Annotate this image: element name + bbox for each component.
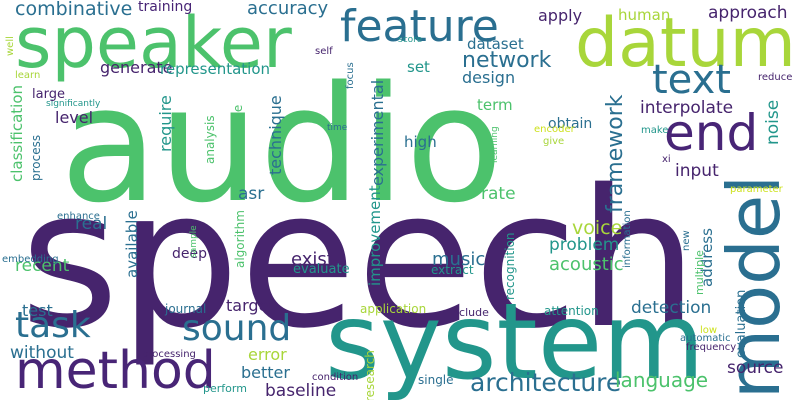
cloud-word-generate: generate (100, 58, 173, 77)
cloud-word-end: end (664, 104, 759, 162)
cloud-word-self: self (315, 46, 333, 57)
cloud-word-representation: representation (160, 60, 271, 78)
cloud-word-include: include (449, 306, 489, 319)
cloud-word-language: language (615, 368, 709, 392)
cloud-word-extract: extract (431, 263, 474, 277)
cloud-word-require: require (156, 95, 175, 152)
cloud-word-level: level (55, 108, 94, 127)
cloud-word-attention: attention (544, 304, 599, 318)
cloud-word-reduce: reduce (758, 72, 793, 83)
cloud-word-rate: rate (481, 184, 516, 204)
cloud-word-system: system (325, 281, 705, 400)
cloud-word-challenge: challenge (231, 104, 245, 163)
cloud-word-voice: voice (572, 217, 623, 239)
cloud-word-dataset: dataset (467, 35, 524, 53)
cloud-word-audio: audio (60, 51, 504, 238)
cloud-word-input: input (675, 161, 719, 181)
cloud-word-noise: noise (763, 99, 783, 145)
cloud-word-low: low (700, 325, 718, 336)
cloud-word-perform: perform (203, 382, 247, 395)
cloud-word-automatic: automatic (680, 333, 731, 344)
cloud-word-multiple: multiple (693, 250, 706, 295)
cloud-word-sample: sample (189, 225, 199, 258)
cloud-word-human: human (618, 6, 671, 24)
cloud-word-make: make (641, 125, 669, 136)
cloud-word-xi: xi (662, 154, 671, 165)
cloud-word-classification: classification (8, 84, 26, 182)
cloud-word-recognition: recognition (503, 232, 517, 300)
cloud-word-problem: problem (549, 235, 620, 255)
cloud-word-process: process (29, 134, 43, 181)
cloud-word-evaluation: evaluation (734, 289, 749, 358)
cloud-word-experimental: experimental (368, 79, 387, 186)
cloud-word-sound: sound (182, 308, 292, 349)
cloud-word-focus: focus (345, 62, 356, 89)
cloud-word-approach: approach (708, 3, 788, 23)
cloud-word-learn: learn (15, 70, 41, 81)
cloud-word-speech: speech (20, 149, 699, 370)
cloud-word-better: better (241, 363, 290, 382)
cloud-word-technique: technique (266, 95, 285, 175)
cloud-word-test: test (22, 301, 53, 320)
cloud-word-obtain: obtain (548, 116, 593, 132)
cloud-word-time: time (327, 123, 348, 133)
cloud-word-score: score (398, 35, 423, 45)
cloud-word-baseline: baseline (265, 381, 337, 400)
cloud-word-task: task (15, 305, 91, 346)
cloud-word-recent: recent (15, 256, 70, 276)
cloud-word-asr: asr (238, 184, 265, 204)
cloud-word-well: well (5, 36, 16, 56)
cloud-word-journal: journal (165, 302, 207, 316)
cloud-word-accuracy: accuracy (247, 0, 329, 19)
cloud-word-research: research (363, 350, 377, 400)
cloud-word-detection: detection (631, 298, 712, 318)
cloud-word-without: without (10, 343, 74, 363)
cloud-word-interpolate: interpolate (640, 98, 734, 118)
cloud-word-error: error (248, 345, 287, 364)
cloud-word-new: new (681, 230, 692, 251)
cloud-word-embedding: embedding (2, 254, 59, 265)
cloud-word-source: source (727, 358, 784, 378)
cloud-word-condition: condition (312, 372, 359, 383)
cloud-word-speaker: speaker (15, 2, 292, 84)
cloud-word-training: training (138, 0, 193, 15)
cloud-word-high: high (404, 133, 437, 151)
cloud-word-application: application (360, 302, 427, 316)
cloud-word-enhance: enhance (57, 211, 100, 222)
cloud-word-information: information (622, 210, 633, 268)
cloud-word-datum: datum (575, 4, 796, 83)
cloud-word-evaluate: evaluate (293, 262, 350, 277)
cloud-word-learning: learning (490, 126, 500, 163)
cloud-word-term: term (477, 96, 513, 114)
cloud-word-significantly: significantly (46, 99, 101, 109)
cloud-word-target: target (226, 296, 275, 315)
cloud-word-available: available (123, 210, 141, 278)
cloud-word-frequency: frequency (686, 342, 737, 353)
cloud-word-analysis: analysis (203, 115, 217, 164)
cloud-word-parameter: parameter (730, 184, 783, 195)
cloud-word-method: method (15, 341, 216, 400)
cloud-word-architecture: architecture (470, 368, 622, 397)
cloud-word-framework: framework (603, 94, 628, 213)
cloud-word-processing: processing (142, 349, 196, 360)
cloud-word-music: music (432, 249, 486, 270)
cloud-word-deep: deep (172, 246, 207, 262)
cloud-word-combinative: combinative (15, 0, 133, 20)
cloud-word-text: text (652, 57, 731, 103)
cloud-word-set: set (407, 58, 430, 76)
cloud-word-network: network (462, 48, 552, 73)
cloud-word-give: give (543, 136, 565, 147)
cloud-word-improvement: improvement (366, 185, 384, 286)
cloud-word-design: design (462, 68, 516, 87)
cloud-word-feature: feature (340, 1, 499, 52)
cloud-word-exist: exist (291, 249, 334, 270)
cloud-word-acoustic: acoustic (549, 254, 624, 275)
cloud-word-real: real (75, 214, 108, 234)
cloud-word-single: single (418, 373, 454, 387)
cloud-word-algorithm: algorithm (233, 210, 247, 268)
cloud-word-encoder: encoder (534, 124, 575, 135)
cloud-word-large: large (32, 87, 65, 102)
cloud-word-apply: apply (538, 6, 583, 25)
